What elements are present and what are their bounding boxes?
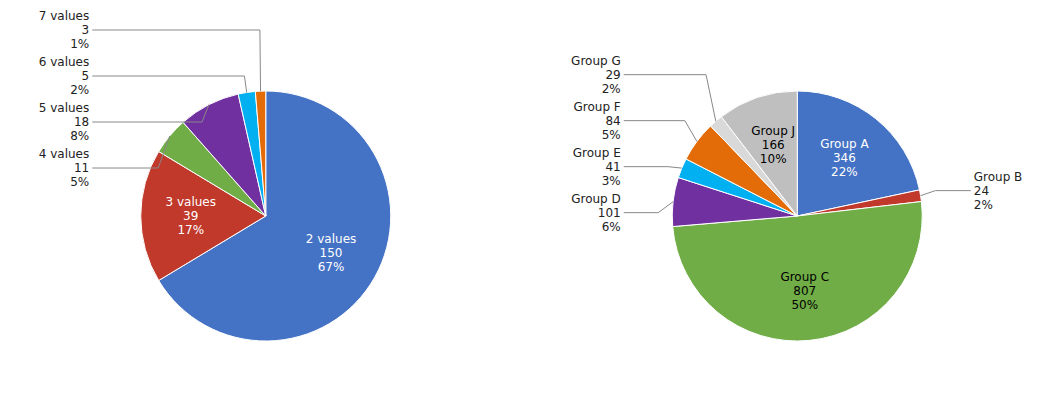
label-value: 39 — [183, 209, 198, 223]
label-percent: 5% — [70, 175, 89, 189]
label-value: 807 — [793, 284, 816, 298]
label-name: Group C — [780, 270, 829, 284]
data-label: Group J16610% — [751, 124, 795, 166]
leader-line — [92, 105, 209, 122]
data-label: 2 values15067% — [306, 232, 356, 274]
data-label: 4 values115% — [39, 147, 89, 189]
label-name: 6 values — [39, 55, 89, 69]
label-value: 41 — [605, 160, 620, 174]
label-name: Group A — [820, 137, 869, 151]
label-name: Group F — [574, 100, 621, 114]
label-value: 24 — [974, 184, 989, 198]
label-value: 84 — [605, 114, 620, 128]
pie-chart: 2 values15067%3 values3917%7 values31%6 … — [39, 9, 391, 341]
slice — [721, 91, 797, 216]
label-name: 7 values — [39, 9, 89, 23]
leader-line — [624, 202, 673, 213]
label-percent: 2% — [602, 82, 621, 96]
label-value: 166 — [762, 138, 785, 152]
label-name: Group J — [751, 124, 795, 138]
label-percent: 50% — [791, 298, 818, 312]
label-percent: 2% — [974, 198, 993, 212]
data-label: Group A34622% — [820, 137, 869, 179]
data-label: 7 values31% — [39, 9, 89, 51]
label-value: 150 — [320, 246, 343, 260]
data-label: Group F845% — [574, 100, 621, 142]
data-label: 5 values188% — [39, 101, 89, 143]
label-value: 101 — [598, 206, 621, 220]
data-label: 3 values3917% — [166, 195, 216, 237]
label-percent: 10% — [760, 152, 787, 166]
label-percent: 67% — [318, 260, 345, 274]
slice — [159, 91, 391, 341]
label-value: 3 — [82, 23, 90, 37]
background — [0, 0, 1063, 416]
label-name: 5 values — [39, 101, 89, 115]
slices — [141, 91, 391, 341]
label-value: 18 — [74, 115, 89, 129]
leader-line — [624, 75, 716, 122]
figure: 2 values15067%3 values3917%7 values31%6 … — [0, 0, 1063, 416]
label-name: 3 values — [166, 195, 216, 209]
label-name: 2 values — [306, 232, 356, 246]
label-percent: 3% — [602, 174, 621, 188]
label-name: 4 values — [39, 147, 89, 161]
leader-line — [92, 136, 169, 168]
leader-line — [624, 167, 682, 168]
label-value: 346 — [833, 151, 856, 165]
data-label: Group C80750% — [780, 270, 829, 312]
label-percent: 6% — [602, 220, 621, 234]
label-value: 29 — [605, 68, 620, 82]
leader-line — [624, 121, 697, 142]
leader-line — [92, 30, 260, 91]
label-percent: 22% — [831, 165, 858, 179]
slices — [672, 91, 922, 341]
slice — [255, 91, 265, 216]
label-percent: 5% — [602, 128, 621, 142]
data-label: Group B242% — [974, 170, 1023, 212]
label-percent: 2% — [70, 83, 89, 97]
label-value: 11 — [74, 161, 89, 175]
slice — [238, 91, 266, 216]
pie-chart: Group A34622%Group C80750%Group J16610%G… — [571, 54, 1022, 341]
data-label: Group G292% — [571, 54, 621, 96]
leader-line — [92, 76, 246, 92]
label-name: Group G — [571, 54, 621, 68]
leader-line — [921, 191, 971, 196]
data-label: 6 values52% — [39, 55, 89, 97]
label-percent: 8% — [70, 129, 89, 143]
label-percent: 17% — [177, 223, 204, 237]
label-value: 5 — [82, 69, 90, 83]
data-label: Group E413% — [573, 146, 621, 188]
label-name: Group E — [573, 146, 621, 160]
data-labels: 2 values15067%3 values3917%7 values31%6 … — [39, 9, 357, 274]
label-name: Group B — [974, 170, 1023, 184]
data-label: Group D1016% — [571, 192, 621, 234]
data-labels: Group A34622%Group C80750%Group J16610%G… — [571, 54, 1022, 312]
label-name: Group D — [571, 192, 621, 206]
label-percent: 1% — [70, 37, 89, 51]
